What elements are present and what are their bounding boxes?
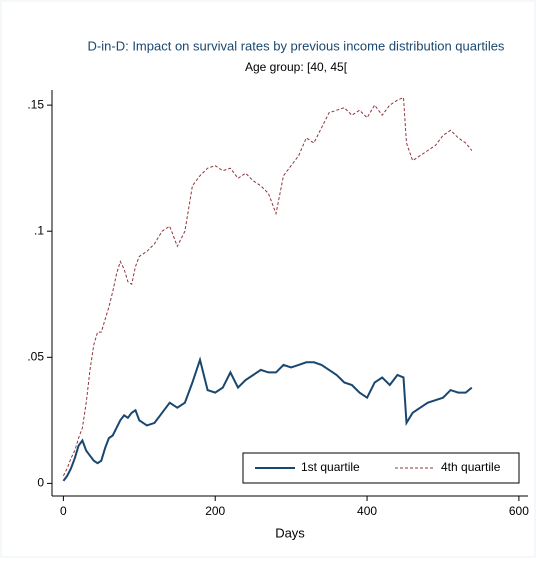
series-line (62, 356, 473, 482)
legend-label: 4th quartile (441, 460, 501, 474)
y-tick-label: .05 (27, 349, 44, 363)
y-tick-label: .1 (34, 223, 44, 237)
x-axis-label: Days (275, 525, 305, 540)
x-tick-label: 400 (357, 504, 377, 518)
y-tick-label: 0 (37, 476, 44, 490)
x-tick-label: 200 (205, 504, 225, 518)
y-tick-label: .15 (27, 97, 44, 111)
chart-subtitle: Age group: [40, 45[ (245, 60, 348, 74)
legend-label: 1st quartile (301, 460, 360, 474)
x-tick-label: 0 (60, 504, 67, 518)
chart-title: D-in-D: Impact on survival rates by prev… (88, 38, 505, 53)
x-tick-label: 600 (509, 504, 529, 518)
